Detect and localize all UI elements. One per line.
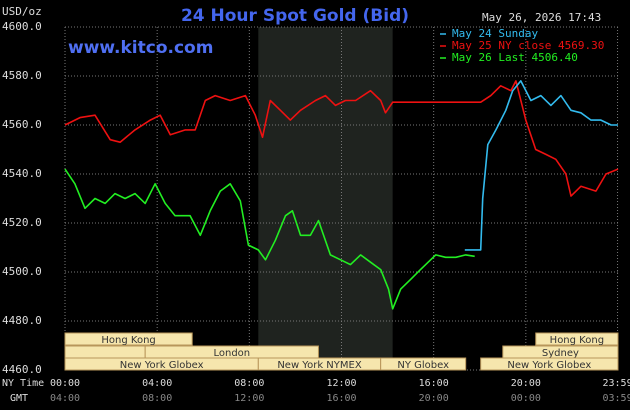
- session-label: NY Globex: [397, 360, 449, 371]
- x-tick-label: 12:00: [326, 378, 356, 389]
- x-tick-label: 16:00: [419, 378, 449, 389]
- y-tick-label: 4540.0: [2, 167, 42, 180]
- session-label: Hong Kong: [101, 335, 155, 346]
- x-axis-label: NY Time: [2, 378, 44, 389]
- x2-tick-label: 04:00: [50, 393, 80, 404]
- x2-tick-label: 12:00: [234, 393, 264, 404]
- x2-tick-label: 20:00: [419, 393, 449, 404]
- y-tick-label: 4560.0: [2, 118, 42, 131]
- session-label: Sydney: [542, 348, 579, 359]
- legend-label: May 26 Last 4506.40: [452, 51, 578, 64]
- session-bar: [535, 332, 619, 346]
- legend-label: May 24 Sunday: [452, 27, 538, 40]
- session-label: New York Globex: [507, 360, 591, 371]
- y-unit: USD/oz: [2, 5, 42, 18]
- legend-label: May 25 NY close 4569.30: [452, 39, 604, 52]
- session-bar: [480, 357, 619, 371]
- price-line: [464, 80, 618, 251]
- x2-tick-label: 08:00: [142, 393, 172, 404]
- session-label: Hong Kong: [550, 335, 604, 346]
- x2-tick-label: 16:00: [326, 393, 356, 404]
- session-label: New York Globex: [120, 360, 204, 371]
- y-tick-label: 4580.0: [2, 69, 42, 82]
- y-tick-label: 4480.0: [2, 314, 42, 327]
- session-label: New York NYMEX: [277, 360, 362, 371]
- x-tick-label: 04:00: [142, 378, 172, 389]
- y-tick-label: 4500.0: [2, 265, 42, 278]
- price-line: [64, 168, 475, 310]
- x-tick-label: 00:00: [50, 378, 80, 389]
- shaded-period: [258, 27, 393, 370]
- x2-axis-label: GMT: [10, 393, 28, 404]
- session-bar: [64, 345, 146, 359]
- timestamp: May 26, 2026 17:43: [482, 11, 601, 24]
- source-label: www.kitco.com: [68, 38, 213, 58]
- x2-tick-label: 03:59: [602, 393, 630, 404]
- x2-tick-label: 00:00: [511, 393, 541, 404]
- y-tick-label: 4600.0: [2, 20, 42, 33]
- session-label: London: [213, 348, 250, 359]
- x-tick-label: 08:00: [234, 378, 264, 389]
- y-tick-label: 4460.0: [2, 363, 42, 376]
- x-tick-label: 23:59: [602, 378, 630, 389]
- price-line: [64, 80, 619, 197]
- chart-title: 24 Hour Spot Gold (Bid): [181, 6, 409, 26]
- session-bar: [64, 332, 193, 346]
- x-tick-label: 20:00: [511, 378, 541, 389]
- session-bar: [380, 357, 467, 371]
- y-tick-label: 4520.0: [2, 216, 42, 229]
